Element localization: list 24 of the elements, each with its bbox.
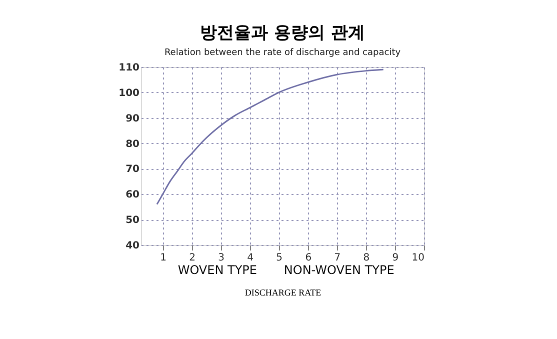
x-tick-label: 8 <box>363 252 370 264</box>
x-tick-label: 5 <box>276 252 283 264</box>
chart-subtitle: Relation between the rate of discharge and capacity <box>164 48 402 58</box>
y-tick-label: 110 <box>118 62 140 74</box>
x-tick-label: 2 <box>189 252 196 264</box>
text: NON-WOVEN TYPE <box>284 263 394 277</box>
x-tick-label: 6 <box>305 252 312 264</box>
line-series <box>156 68 384 206</box>
y-tick-label: 60 <box>126 190 140 201</box>
x-tick-label: 10 <box>412 252 424 264</box>
y-tick-label: 40 <box>126 240 140 252</box>
x-tick-label: 7 <box>334 252 341 264</box>
x-tick-label: 1 <box>160 252 166 264</box>
y-tick-label: 90 <box>126 113 140 124</box>
x-tick-label: 9 <box>392 252 399 264</box>
x-tick-label: 4 <box>247 252 254 264</box>
y-tick-label: 70 <box>126 164 140 176</box>
x-tick-label: 3 <box>218 252 225 264</box>
x-axis-title: DISCHARGE RATE <box>244 288 322 298</box>
y-tick-label: 100 <box>118 88 140 99</box>
y-tick-label: 50 <box>126 215 140 226</box>
y-tick-label: 80 <box>126 138 140 150</box>
text: WOVEN TYPE <box>178 263 257 277</box>
chart-title: 방전율과 용량의 관계 <box>200 23 365 43</box>
